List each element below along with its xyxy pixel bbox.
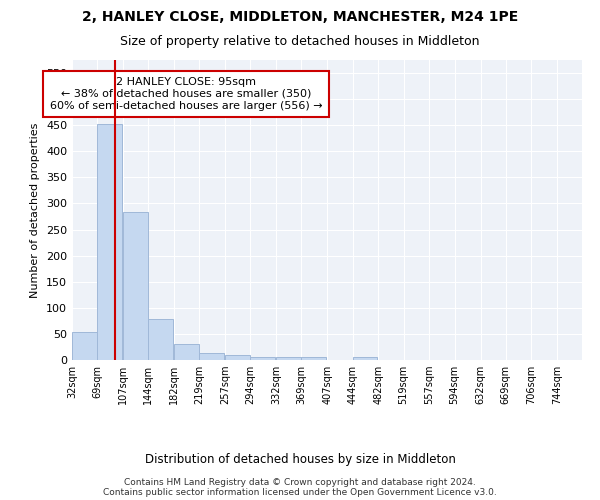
Bar [276, 358, 301, 360]
Text: 2, HANLEY CLOSE, MIDDLETON, MANCHESTER, M24 1PE: 2, HANLEY CLOSE, MIDDLETON, MANCHESTER, … [82, 10, 518, 24]
Bar [174, 344, 199, 360]
Y-axis label: Number of detached properties: Number of detached properties [31, 122, 40, 298]
Bar [225, 355, 250, 360]
Bar [199, 352, 224, 360]
Bar [148, 320, 173, 360]
Bar [250, 358, 275, 360]
Bar [353, 358, 377, 360]
Text: Contains HM Land Registry data © Crown copyright and database right 2024.: Contains HM Land Registry data © Crown c… [124, 478, 476, 487]
Bar [123, 212, 148, 360]
Text: Distribution of detached houses by size in Middleton: Distribution of detached houses by size … [145, 454, 455, 466]
Bar [301, 357, 326, 360]
Bar [97, 124, 122, 360]
Text: Size of property relative to detached houses in Middleton: Size of property relative to detached ho… [120, 35, 480, 48]
Text: 2 HANLEY CLOSE: 95sqm
← 38% of detached houses are smaller (350)
60% of semi-det: 2 HANLEY CLOSE: 95sqm ← 38% of detached … [50, 78, 323, 110]
Text: Contains public sector information licensed under the Open Government Licence v3: Contains public sector information licen… [103, 488, 497, 497]
Bar [72, 332, 97, 360]
